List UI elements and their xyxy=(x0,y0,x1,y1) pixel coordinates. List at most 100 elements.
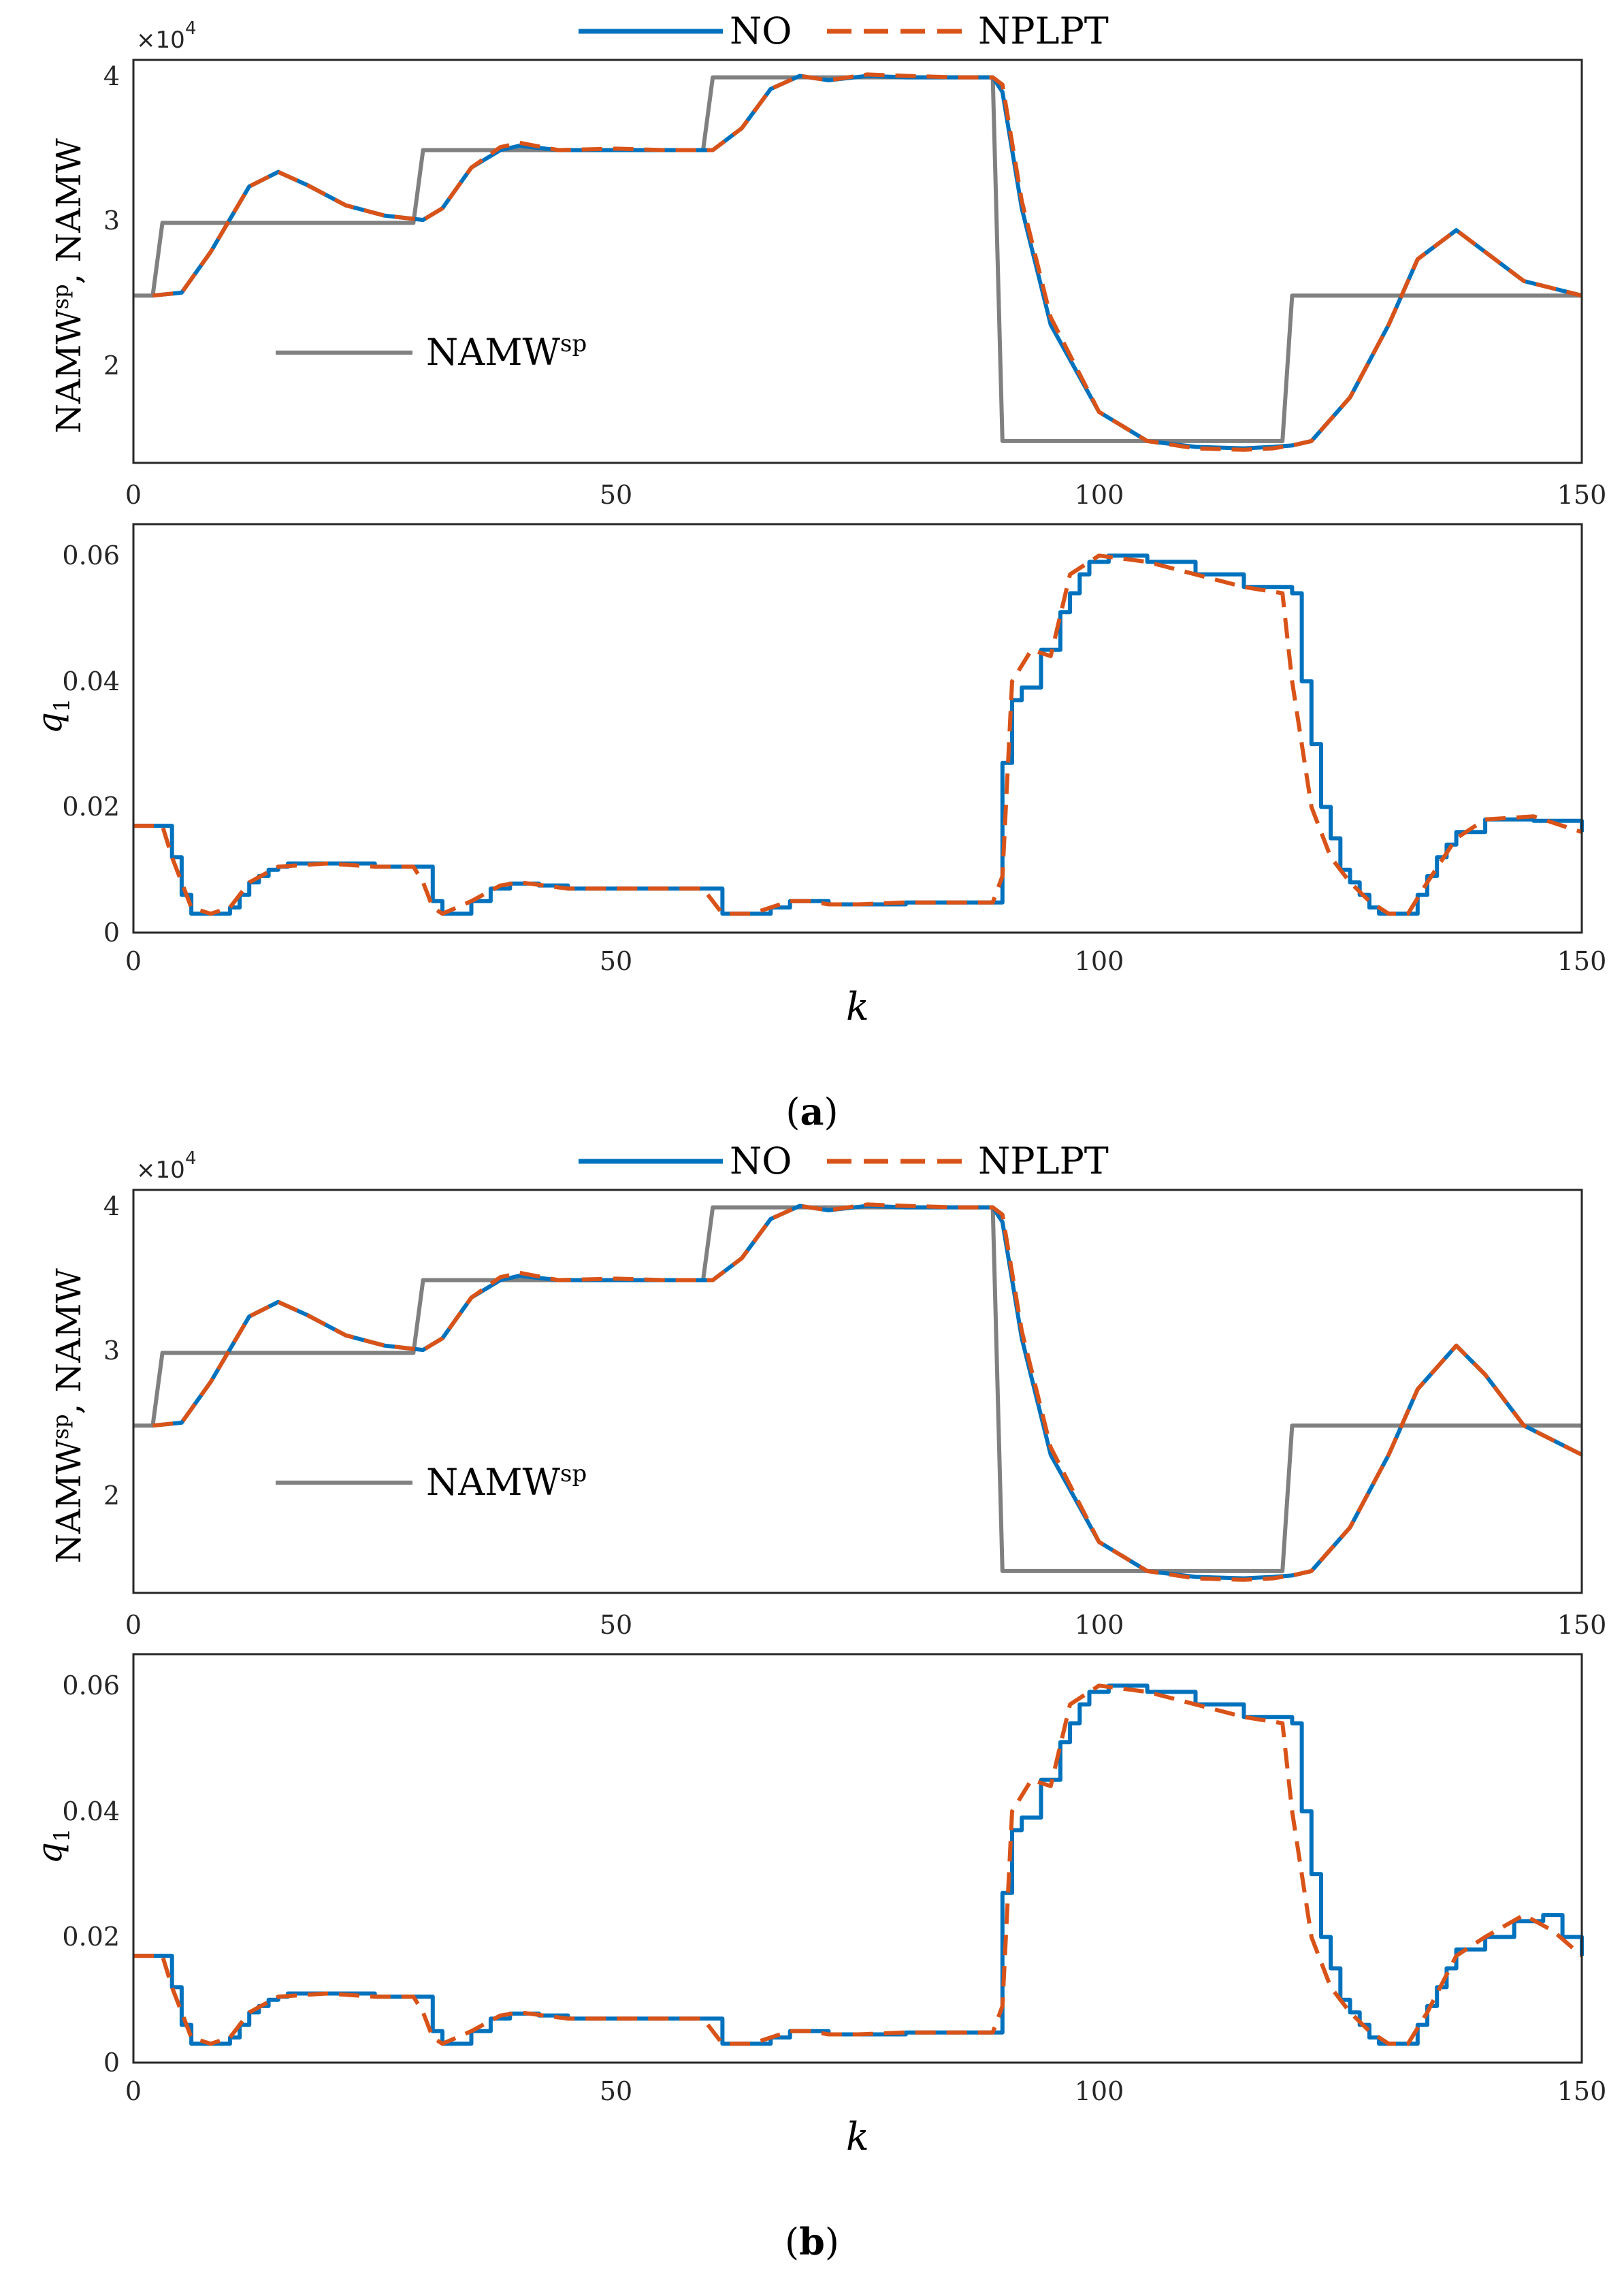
xtick-label: 150 xyxy=(1557,480,1607,510)
xtick-label: 0 xyxy=(125,1610,142,1640)
ylabel-namw: NAMW xyxy=(49,309,88,434)
ytick-label: 0.06 xyxy=(62,1671,120,1700)
svg-text:q1: q1 xyxy=(30,698,75,734)
ylabel-q: q xyxy=(30,712,69,734)
axes-box-a-bottom xyxy=(132,523,1583,934)
ylabel-sp-sup: sp xyxy=(48,284,74,309)
xtick-labels-b-top: 0 50 100 150 xyxy=(125,1610,1606,1640)
caption-a-close: ) xyxy=(824,1091,839,1133)
ytick-label: 2 xyxy=(103,351,120,381)
legend-label-nplpt: NPLPT xyxy=(978,10,1109,52)
ytick-labels-a-top: 2 3 4 xyxy=(103,61,120,381)
multiplier-exp: 4 xyxy=(185,18,197,39)
svg-text:(a): (a) xyxy=(785,1090,838,1133)
ytick-label: 0 xyxy=(103,2048,120,2078)
panel-a-bottom: 0 0.02 0.04 0.06 0 50 100 150 k xyxy=(62,523,1606,1029)
multiplier-a: ×10 4 xyxy=(136,18,197,54)
panel-b-top: NAMWsp 2 3 4 0 50 100 150 xyxy=(103,1189,1606,1640)
panel-b-bottom: 0 0.02 0.04 0.06 0 50 100 150 k xyxy=(62,1653,1606,2159)
xtick-label: 100 xyxy=(1075,2076,1124,2106)
series-layer-a-bottom xyxy=(133,553,1584,916)
sp-legend-sup: sp xyxy=(560,1460,587,1487)
panel-a-top: NAMWsp 2 3 4 0 50 100 150 xyxy=(103,59,1606,510)
axes-box-b-bottom xyxy=(132,1653,1583,2064)
multiplier-b: ×10 4 xyxy=(136,1148,197,1184)
caption-b-open: ( xyxy=(785,2221,799,2263)
ylabel-a-top: NAMWsp, NAMW xyxy=(48,138,88,434)
sp-legend-b: NAMWsp xyxy=(276,1460,587,1504)
multiplier-text: ×10 xyxy=(136,1157,185,1184)
axes-box-b-top xyxy=(132,1189,1583,1594)
series-nplpt-line xyxy=(133,553,1582,916)
ylabel-namw: NAMW xyxy=(49,1439,88,1564)
ytick-label: 0.04 xyxy=(62,666,120,696)
xtick-labels-a-bottom: 0 50 100 150 xyxy=(125,946,1606,976)
ylabel-b-bottom: q1 xyxy=(30,1828,75,1864)
xlabel-k: k xyxy=(846,2115,869,2159)
series-layer-b-top xyxy=(133,1202,1583,1582)
svg-text:(b): (b) xyxy=(785,2220,839,2263)
sp-legend-a: NAMWsp xyxy=(276,330,587,374)
ytick-label: 2 xyxy=(103,1481,120,1511)
caption-a-letter: a xyxy=(800,1090,824,1133)
legend-b: NO NPLPT xyxy=(579,1140,1109,1182)
series-namw-sp-line xyxy=(133,75,1582,443)
ytick-label: 0.04 xyxy=(62,1796,120,1826)
ytick-label: 0.02 xyxy=(62,1922,120,1952)
xtick-label: 150 xyxy=(1557,1610,1607,1640)
xtick-label: 50 xyxy=(600,480,632,510)
multiplier-exp: 4 xyxy=(185,1148,197,1169)
legend-a: NO NPLPT xyxy=(579,10,1109,52)
ylabel-q: q xyxy=(30,1842,69,1864)
xtick-labels-b-bottom: 0 50 100 150 xyxy=(125,2076,1606,2106)
ytick-label: 3 xyxy=(103,1336,120,1366)
caption-a-open: ( xyxy=(785,1091,800,1133)
ytick-labels-b-bottom: 0 0.02 0.04 0.06 xyxy=(62,1671,120,2078)
legend-label-nplpt: NPLPT xyxy=(978,1140,1109,1182)
svg-text:NAMWsp, NAMW: NAMWsp, NAMW xyxy=(48,1268,88,1564)
ytick-labels-a-bottom: 0 0.02 0.04 0.06 xyxy=(62,540,120,948)
ylabel-q-sub: 1 xyxy=(49,698,75,712)
series-namw-sp-line xyxy=(133,1205,1582,1573)
caption-b-letter: b xyxy=(799,2220,825,2263)
xtick-label: 0 xyxy=(125,480,142,510)
svg-text:NAMWsp: NAMWsp xyxy=(426,330,587,374)
legend-label-no: NO xyxy=(730,1140,792,1182)
caption-b-close: ) xyxy=(825,2221,839,2263)
xlabel-k: k xyxy=(846,985,869,1029)
ytick-labels-b-top: 2 3 4 xyxy=(103,1191,120,1511)
multiplier-text: ×10 xyxy=(136,27,185,54)
axes-box-a-top xyxy=(132,59,1583,464)
ylabel-a-bottom: q1 xyxy=(30,698,75,734)
ytick-label: 4 xyxy=(103,1191,120,1221)
series-nplpt-line xyxy=(152,1202,1583,1582)
svg-text:NAMWsp: NAMWsp xyxy=(426,1460,587,1504)
ytick-label: 0 xyxy=(103,918,120,948)
sp-legend-label: NAMW xyxy=(426,1461,561,1504)
ytick-label: 3 xyxy=(103,206,120,236)
ylabel-namw-2: , NAMW xyxy=(49,138,88,285)
ytick-label: 0.06 xyxy=(62,540,120,570)
xtick-label: 100 xyxy=(1075,1610,1124,1640)
xtick-label: 100 xyxy=(1075,946,1124,976)
ylabel-sp-sup: sp xyxy=(48,1414,74,1439)
svg-text:NAMWsp, NAMW: NAMWsp, NAMW xyxy=(48,138,88,434)
legend-label-no: NO xyxy=(730,10,792,52)
ylabel-q-sub: 1 xyxy=(49,1828,75,1842)
xtick-label: 50 xyxy=(600,1610,632,1640)
xtick-label: 150 xyxy=(1557,2076,1607,2106)
xtick-label: 0 xyxy=(125,946,142,976)
series-nplpt-line xyxy=(152,72,1582,452)
sp-legend-sup: sp xyxy=(560,330,587,357)
series-layer-b-bottom xyxy=(133,1683,1584,2046)
ylabel-namw-2: , NAMW xyxy=(49,1268,88,1415)
series-layer-a-top xyxy=(133,72,1582,452)
sp-legend-label: NAMW xyxy=(426,331,561,374)
svg-text:q1: q1 xyxy=(30,1828,75,1864)
xtick-label: 50 xyxy=(600,2076,632,2106)
ytick-label: 0.02 xyxy=(62,792,120,822)
ytick-label: 4 xyxy=(103,61,120,91)
xtick-label: 150 xyxy=(1557,946,1607,976)
xtick-labels-a-top: 0 50 100 150 xyxy=(125,480,1606,510)
